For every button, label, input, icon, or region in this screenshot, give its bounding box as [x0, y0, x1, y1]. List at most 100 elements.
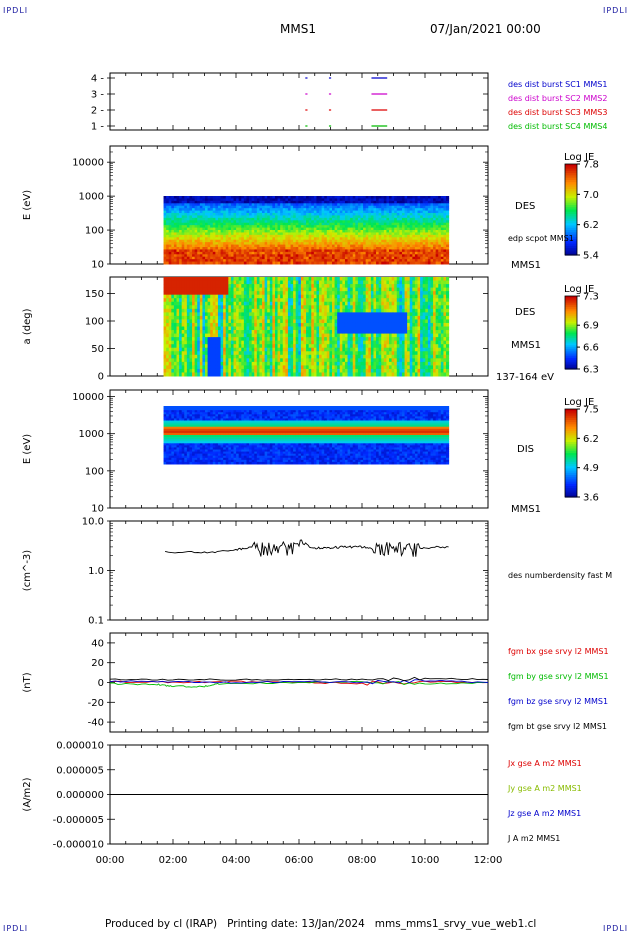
spectrogram-cell	[186, 205, 190, 209]
spectrogram-cell	[217, 239, 222, 243]
spectrogram-cell	[446, 215, 450, 219]
spectrogram-cell	[215, 330, 219, 335]
spectrogram-cell	[184, 312, 188, 317]
spectrogram-cell	[166, 291, 170, 296]
spectrogram-cell	[246, 368, 250, 373]
spectrogram-cell	[373, 215, 377, 219]
colorbar-segment	[565, 214, 577, 217]
spectrogram-cell	[223, 249, 227, 253]
spectrogram-cell	[249, 215, 253, 219]
spectrogram-cell	[435, 251, 439, 255]
spectrogram-cell	[262, 210, 266, 214]
instrument-label: DES	[515, 201, 535, 212]
spectrogram-cell	[163, 354, 167, 359]
spectrogram-cell	[280, 344, 284, 349]
spectrogram-cell	[280, 358, 284, 363]
spectrogram-cell	[277, 319, 281, 324]
spectrogram-cell	[319, 237, 323, 241]
spectrogram-cell	[173, 242, 178, 246]
spectrogram-cell	[303, 256, 307, 260]
spectrogram-cell	[344, 230, 349, 233]
spectrogram-cell	[399, 251, 403, 255]
spectrogram-cell	[313, 208, 317, 212]
spectrogram-cell	[223, 244, 227, 248]
spectrogram-cell	[373, 225, 377, 229]
spectrogram-cell	[225, 237, 229, 241]
spectrogram-cell	[171, 333, 175, 338]
spectrogram-cell	[334, 220, 338, 224]
spectrogram-cell	[269, 344, 273, 349]
spectrogram-cell	[181, 294, 185, 299]
spectrogram-cell	[342, 205, 346, 209]
spectrogram-cell	[282, 239, 286, 243]
spectrogram-cell	[282, 220, 286, 224]
spectrogram-cell	[412, 215, 416, 219]
spectrogram-cell	[378, 198, 382, 202]
spectrogram-cell	[163, 305, 167, 310]
spectrogram-cell	[443, 242, 447, 246]
spectrogram-cell	[394, 254, 398, 258]
spectrogram-cell	[280, 333, 284, 338]
spectrogram-cell	[262, 261, 266, 265]
spectrogram-cell	[414, 198, 419, 202]
spectrogram-cell	[249, 227, 253, 231]
spectrogram-cell	[321, 215, 325, 219]
spectrogram-cell	[249, 368, 253, 373]
spectrogram-cell	[176, 220, 180, 224]
spectrogram-cell	[438, 220, 442, 224]
spectrogram-cell	[184, 344, 188, 349]
spectrogram-cell	[189, 198, 193, 202]
spectrogram-cell	[220, 259, 224, 263]
spectrogram-cell	[376, 198, 380, 202]
spectrogram-cell	[199, 259, 203, 263]
spectrogram-cell	[401, 259, 406, 263]
spectrogram-cell	[262, 308, 266, 313]
spectrogram-cell	[300, 208, 304, 212]
spectrogram-cell	[300, 344, 304, 349]
spectrogram-cell	[308, 308, 312, 313]
spectrogram-cell	[277, 298, 281, 303]
spectrogram-cell	[443, 237, 447, 241]
spectrogram-cell	[199, 308, 203, 313]
spectrogram-cell	[251, 200, 255, 204]
spectrogram-cell	[298, 287, 302, 292]
spectrogram-cell	[236, 340, 240, 345]
spectrogram-cell	[202, 210, 206, 214]
spectrogram-cell	[352, 217, 356, 221]
spectrogram-cell	[401, 251, 406, 255]
spectrogram-cell	[262, 330, 266, 335]
spectrogram-cell	[272, 354, 276, 359]
spectrogram-cell	[357, 215, 362, 219]
spectrogram-cell	[422, 225, 426, 229]
spectrogram-cell	[425, 242, 429, 246]
spectrogram-cell	[300, 287, 304, 292]
spectrogram-cell	[256, 284, 260, 289]
spectrogram-cell	[197, 340, 201, 345]
spectrogram-cell	[422, 208, 426, 212]
spectrogram-cell	[324, 237, 328, 241]
spectrogram-cell	[233, 237, 237, 241]
spectrogram-cell	[166, 230, 170, 233]
spectrogram-cell	[300, 215, 304, 219]
spectrogram-cell	[391, 251, 395, 255]
spectrogram-cell	[324, 215, 328, 219]
spectrogram-cell	[186, 344, 190, 349]
spectrogram-cell	[321, 225, 325, 229]
colorbar-tick-label: 6.2	[583, 220, 599, 231]
spectrogram-cell	[262, 372, 266, 377]
spectrogram-cell	[290, 365, 294, 370]
spectrogram-cell	[202, 244, 206, 248]
spectrogram-cell	[344, 256, 349, 260]
spectrogram-cell	[267, 200, 271, 204]
spectrogram-cell	[179, 242, 183, 246]
spectrogram-cell	[329, 261, 333, 265]
spectrogram-cell	[435, 234, 439, 238]
spectrogram-cell	[264, 234, 268, 238]
spectrogram-cell	[262, 256, 266, 260]
spectrogram-cell	[433, 237, 437, 241]
spectrogram-cell	[396, 208, 400, 212]
spectrogram-cell	[295, 337, 299, 342]
spectrogram-cell	[332, 261, 336, 265]
spectrogram-cell	[241, 227, 245, 231]
spectrogram-cell	[409, 244, 413, 248]
